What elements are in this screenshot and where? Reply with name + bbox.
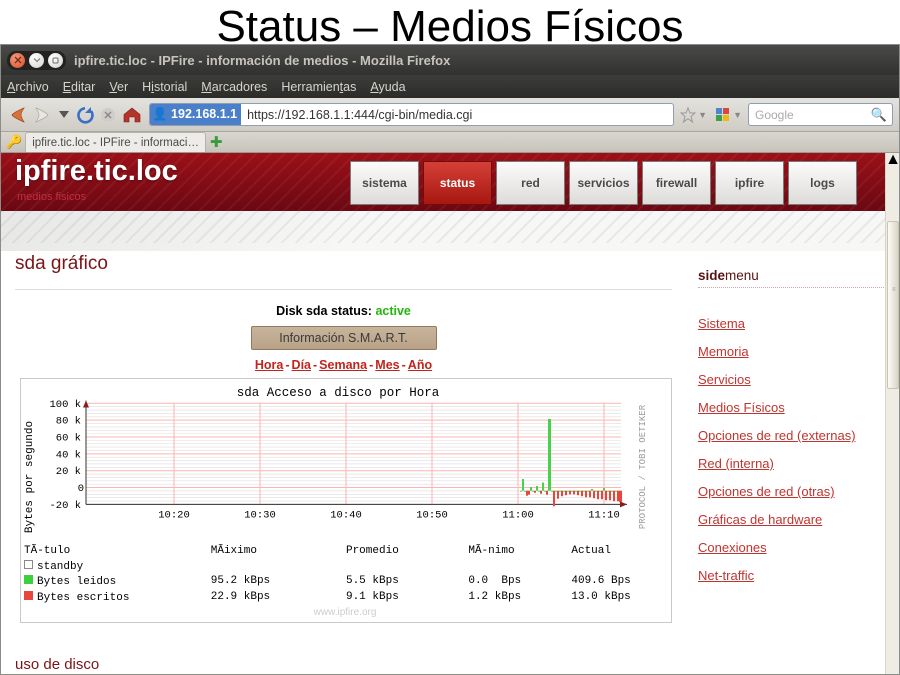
svg-text:0: 0 (78, 483, 84, 495)
svg-text:-20 k: -20 k (49, 500, 81, 512)
svg-text:80 k: 80 k (56, 416, 81, 428)
svg-text:Bytes por segundo: Bytes por segundo (24, 421, 36, 533)
svg-text:10:50: 10:50 (416, 510, 448, 522)
svg-text:20 k: 20 k (56, 466, 81, 478)
svg-text:10:30: 10:30 (244, 510, 276, 522)
svg-text:10:40: 10:40 (330, 510, 362, 522)
svg-text:PROTOCOL / TOBI OETIKER: PROTOCOL / TOBI OETIKER (638, 404, 648, 529)
svg-text:100 k: 100 k (49, 399, 81, 411)
svg-text:40 k: 40 k (56, 449, 81, 461)
svg-text:11:00: 11:00 (502, 510, 534, 522)
svg-text:10:20: 10:20 (158, 510, 190, 522)
svg-text:sda Acceso a disco por Hora: sda Acceso a disco por Hora (237, 386, 440, 400)
svg-text:11:10: 11:10 (588, 510, 620, 522)
svg-text:60 k: 60 k (56, 433, 81, 445)
